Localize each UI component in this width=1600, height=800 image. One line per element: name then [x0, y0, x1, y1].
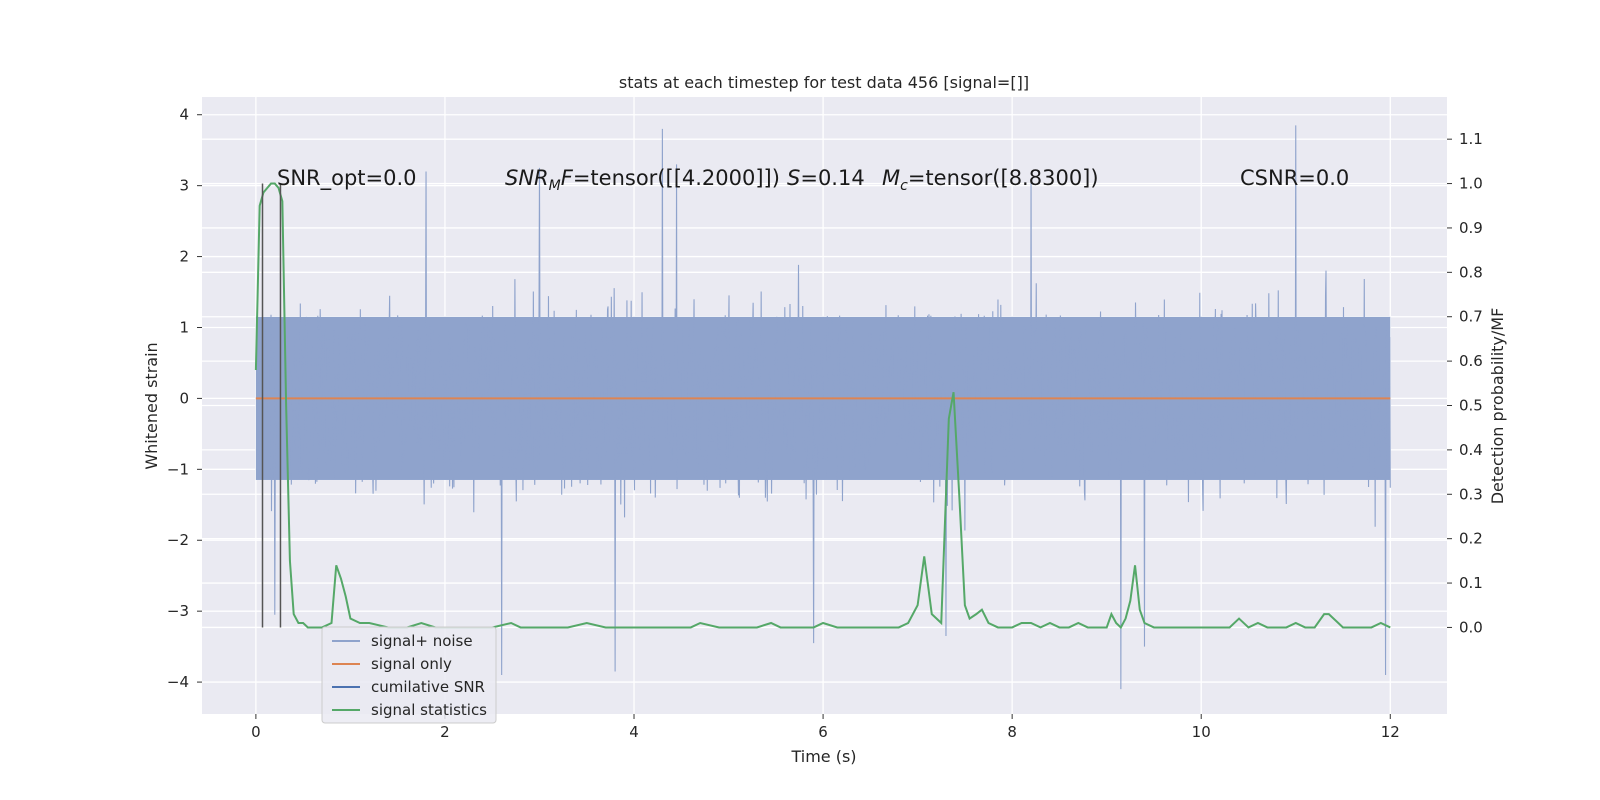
- legend-label-0: signal+ noise: [371, 632, 473, 650]
- y-right-tick-label-10: 0.1: [1459, 574, 1483, 592]
- y-right-tick-label-7: 0.4: [1459, 441, 1483, 459]
- series-line-3: [254, 182, 1391, 630]
- x-tick-label-4: 8: [1007, 723, 1017, 741]
- y-right-tick-label-5: 0.6: [1459, 352, 1483, 370]
- annotation-mc-subscript: c: [900, 178, 908, 194]
- y-right-tick-label-4: 0.7: [1459, 308, 1483, 326]
- annotation-mc-symbol: M: [882, 166, 900, 190]
- legend-frame: [321, 626, 497, 724]
- x-axis-label: Time (s): [790, 747, 856, 766]
- chart-title: stats at each timestep for test data 456…: [619, 73, 1029, 92]
- x-tick-label-2: 4: [629, 723, 639, 741]
- annotation-mc: Mc=tensor([8.8300]): [882, 166, 1099, 194]
- y-left-tick-label-2: 2: [179, 248, 189, 266]
- x-tick-label-1: 2: [440, 723, 450, 741]
- y-right-tick-label-1: 1.0: [1459, 175, 1483, 193]
- y-left-axis-label: Whitened strain: [142, 342, 161, 469]
- annotation-snr-mf-subscript: M: [549, 178, 561, 194]
- annotation-snr-mf-symbol: SNR: [505, 166, 549, 190]
- y-left-tick-label-3: 1: [179, 318, 189, 336]
- legend-label-1: signal only: [371, 655, 452, 673]
- y-left-axis-ticks: 4 3 2 1 0 −1 −2 −3 −4: [167, 106, 202, 691]
- annotation-snr-mf: SNRMF=tensor([[4.2000]]): [505, 166, 780, 194]
- y-right-tick-label-8: 0.3: [1459, 485, 1483, 503]
- y-right-axis-label: Detection probability/MF: [1488, 308, 1507, 505]
- y-right-tick-label-2: 0.9: [1459, 219, 1483, 237]
- y-left-tick-label-7: −3: [167, 602, 189, 620]
- y-left-tick-label-5: −1: [167, 460, 189, 478]
- annotation-mc-value: =tensor([8.8300]): [908, 166, 1099, 190]
- x-tick-label-3: 6: [818, 723, 828, 741]
- annotation-snr-mf-value: =tensor([[4.2000]]): [573, 166, 780, 190]
- y-left-tick-label-4: 0: [179, 389, 189, 407]
- vertical-markers: [261, 183, 282, 628]
- annotation-s-value: =0.14: [800, 166, 864, 190]
- annotation-s: S=0.14: [787, 166, 865, 190]
- y-right-tick-label-11: 0.0: [1459, 618, 1483, 636]
- y-left-tick-label-0: 4: [179, 106, 189, 124]
- signal-noise-line: [255, 125, 1391, 690]
- y-right-axis-ticks: 1.1 1.0 0.9 0.8 0.7 0.6 0.5 0.4 0.3 0.2 0.1 0.0: [1447, 130, 1483, 636]
- x-tick-label-5: 10: [1192, 723, 1211, 741]
- annotation-s-symbol: S: [787, 166, 800, 190]
- series-layer: [254, 182, 1391, 630]
- y-right-tick-label-0: 1.1: [1459, 130, 1483, 148]
- x-axis-ticks: 0 2 4 6 8 10 12: [251, 714, 1400, 741]
- annotation-csnr: CSNR=0.0: [1240, 166, 1349, 190]
- x-tick-label-0: 0: [251, 723, 261, 741]
- y-right-tick-label-3: 0.8: [1459, 263, 1483, 281]
- annotation-snr-opt: SNR_opt=0.0: [277, 166, 417, 191]
- y-right-tick-label-9: 0.2: [1459, 530, 1483, 548]
- y-left-tick-label-8: −4: [167, 673, 189, 691]
- x-tick-label-6: 12: [1381, 723, 1400, 741]
- legend-label-2: cumilative SNR: [371, 678, 485, 696]
- y-left-tick-label-1: 3: [179, 177, 189, 195]
- legend-label-3: signal statistics: [371, 701, 487, 719]
- y-right-tick-label-6: 0.5: [1459, 397, 1483, 415]
- legend: signal+ noise signal only cumilative SNR si…: [321, 626, 497, 724]
- y-left-tick-label-6: −2: [167, 531, 189, 549]
- annotation-snr-mf-f: F: [561, 166, 574, 190]
